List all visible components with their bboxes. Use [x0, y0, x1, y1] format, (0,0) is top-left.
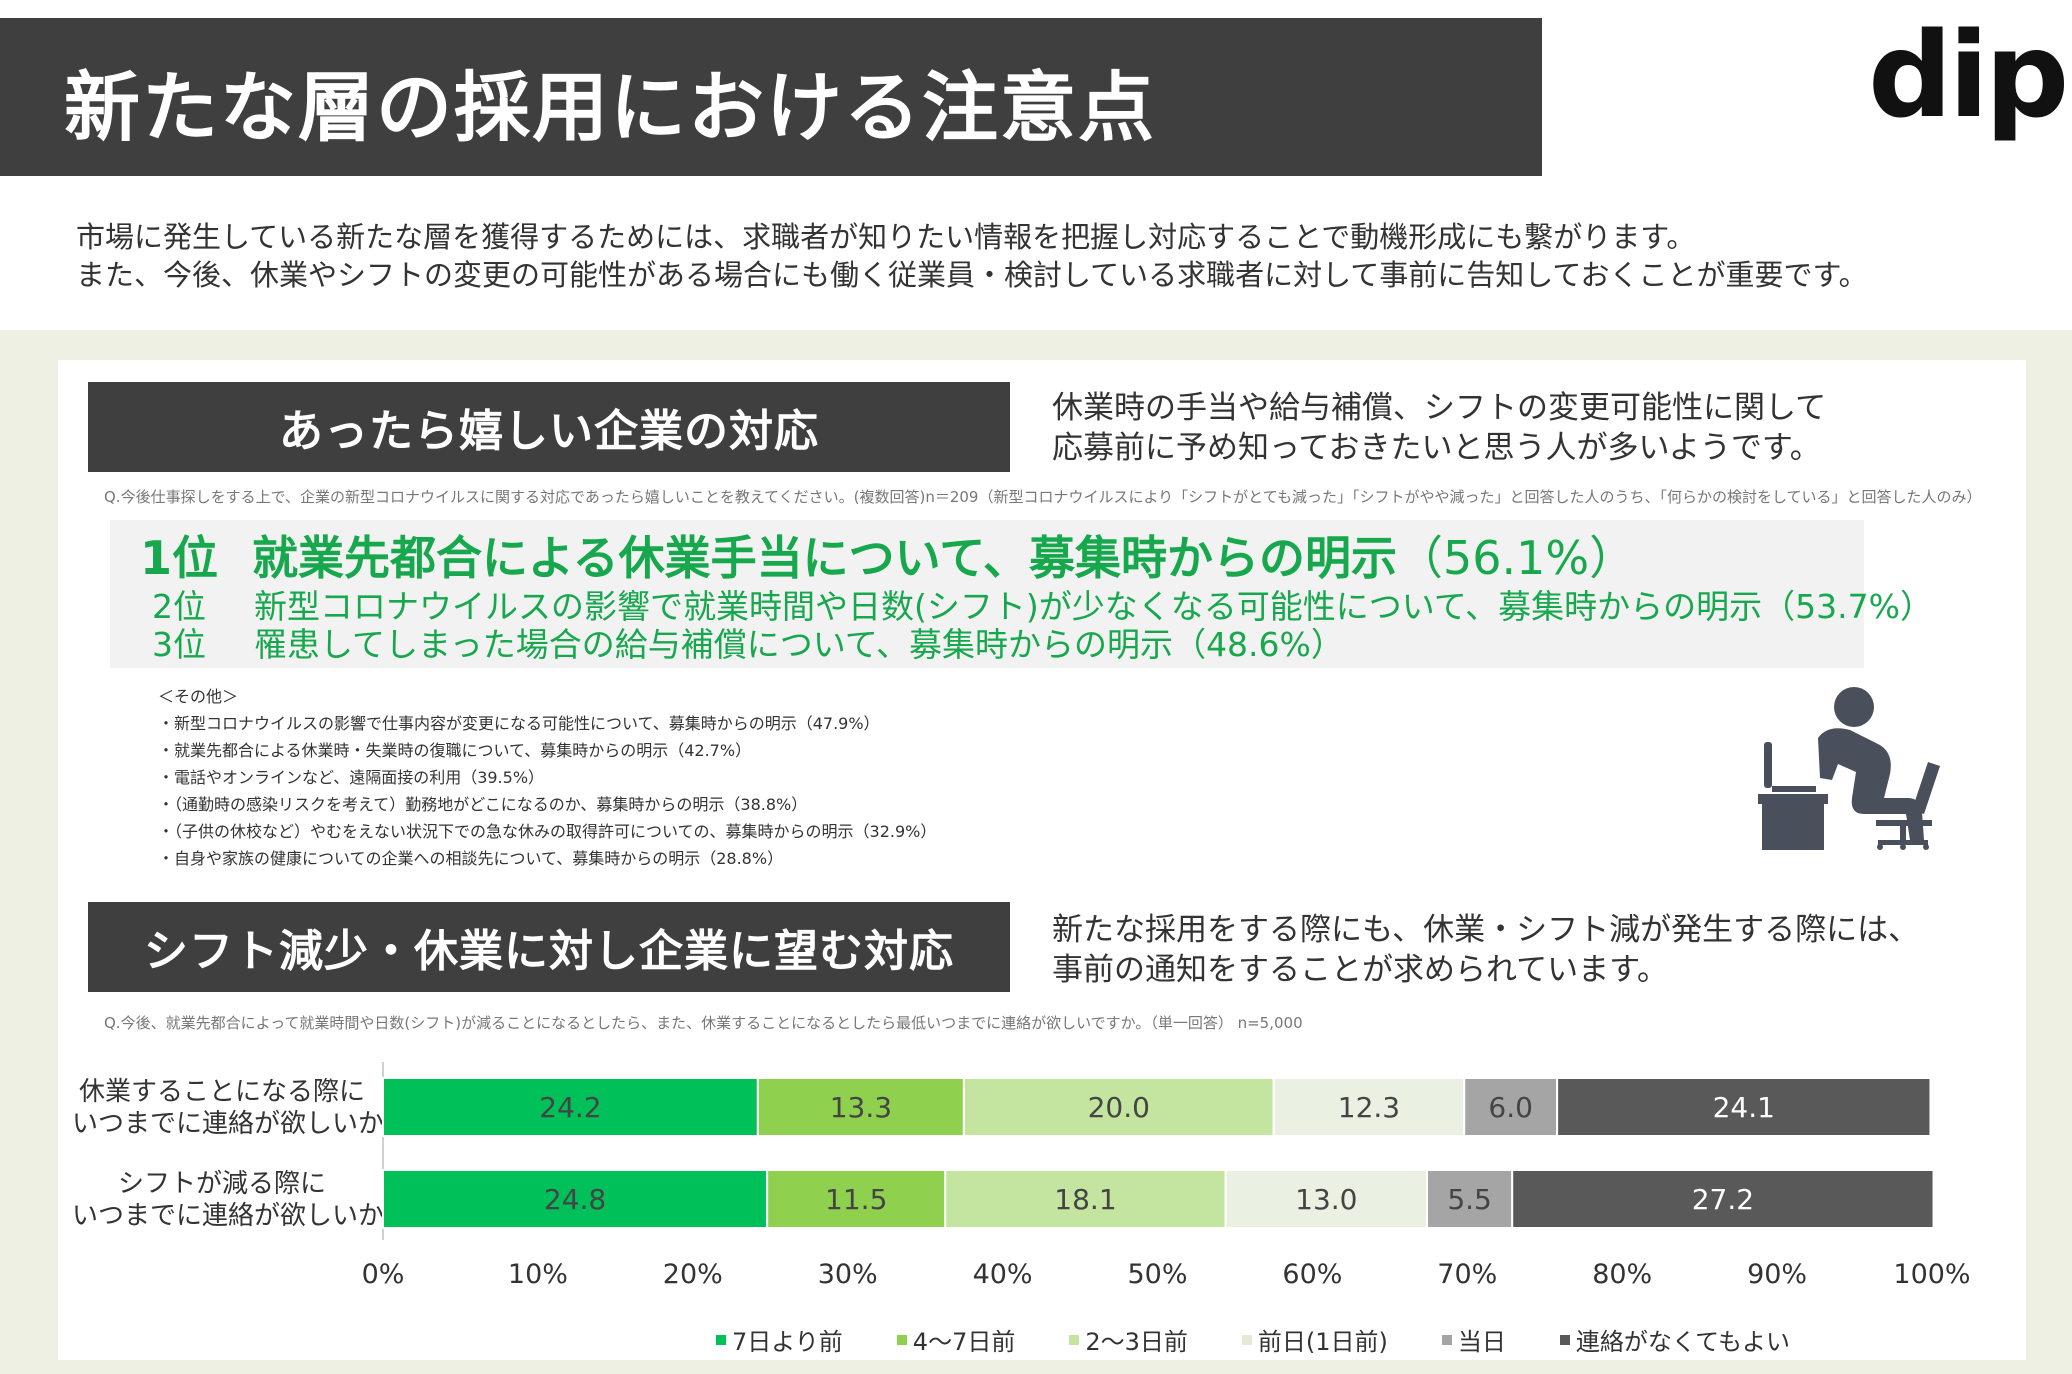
section2-note-line-1: 新たな採用をする際にも、休業・シフト減が発生する際には、 — [1052, 912, 1920, 948]
bar-segment — [1272, 1077, 1466, 1137]
rank-1: 1位 就業先都合による休業手当について、募集時からの明示（56.1%） — [140, 522, 1635, 588]
legend-swatch — [1069, 1334, 1080, 1345]
legend-label: 2～3日前 — [1085, 1328, 1188, 1356]
intro-line-1: 市場に発生している新たな層を獲得するためには、求職者が知りたい情報を把握し対応す… — [76, 220, 1696, 254]
category-2-line-2: いつまでに連絡が欲しいか — [72, 1201, 385, 1231]
rank-1-percent: （56.1%） — [1396, 531, 1636, 585]
bar-value-label: 11.5 — [825, 1183, 887, 1216]
bar-value-label: 27.2 — [1692, 1183, 1754, 1216]
bar-value-label: 5.5 — [1447, 1183, 1492, 1216]
bar-segment — [1224, 1169, 1429, 1229]
chart-category-label-1: 休業することになる際に いつまでに連絡が欲しいか — [72, 1076, 385, 1140]
legend-swatch — [1441, 1334, 1452, 1345]
section1-note-line-1: 休業時の手当や給与補償、シフトの変更可能性に関して — [1052, 390, 1827, 426]
others-item: ・（子供の休校など）やむをえない状況下での急な休みの取得許可についての、募集時か… — [158, 822, 937, 841]
section2-title: シフト減少・休業に対し企業に望む対応 — [88, 902, 1010, 992]
legend-label: 当日 — [1457, 1328, 1506, 1356]
dip-logo: dip — [1868, 6, 2069, 144]
legend-label: 7日より前 — [732, 1328, 843, 1356]
rank-2-number: 2位 — [152, 587, 206, 626]
bar-value-label: 24.2 — [539, 1091, 601, 1124]
legend-swatch — [1559, 1334, 1570, 1345]
rank-3-text: 罹患してしまった場合の給与補償について、募集時からの明示 — [254, 625, 1174, 664]
x-tick-label: 10% — [508, 1259, 568, 1290]
category-1-line-2: いつまでに連絡が欲しいか — [72, 1109, 385, 1139]
bar-value-label: 12.3 — [1338, 1091, 1400, 1124]
legend-item: 7日より前 — [716, 1322, 843, 1357]
intro-text: 市場に発生している新たな層を獲得するためには、求職者が知りたい情報を把握し対応す… — [76, 218, 1868, 294]
bar-segment — [382, 1169, 769, 1229]
person-at-desk-icon — [1758, 687, 1940, 850]
bar-value-label: 24.1 — [1713, 1091, 1775, 1124]
bar-value-label: 13.0 — [1295, 1183, 1357, 1216]
x-tick-label: 20% — [663, 1259, 723, 1290]
legend-item: 2～3日前 — [1069, 1322, 1188, 1357]
x-tick-label: 70% — [1437, 1259, 1497, 1290]
intro-line-2: また、今後、休業やシフトの変更の可能性がある場合にも働く従業員・検討している求職… — [76, 258, 1868, 292]
legend-swatch — [1241, 1334, 1252, 1345]
x-tick-label: 100% — [1893, 1259, 1970, 1290]
x-tick-label: 60% — [1282, 1259, 1342, 1290]
x-tick-label: 40% — [973, 1259, 1033, 1290]
bar-segment — [1463, 1077, 1559, 1137]
bar-value-label: 24.8 — [544, 1183, 606, 1216]
others-item: ・新型コロナウイルスの影響で仕事内容が変更になる可能性について、募集時からの明示… — [158, 714, 880, 733]
others-item: ・（通勤時の感染リスクを考えて）勤務地がどこになるのか、募集時からの明示（38.… — [158, 795, 808, 814]
bar-segment — [756, 1077, 965, 1137]
bar-segment — [1426, 1169, 1514, 1229]
rank-2-percent: （53.7%） — [1762, 587, 1933, 626]
bar-value-label: 13.3 — [830, 1091, 892, 1124]
bar-value-label: 20.0 — [1088, 1091, 1150, 1124]
bar-segment — [1511, 1169, 1935, 1229]
section2-note-line-2: 事前の通知をすることが求められています。 — [1052, 952, 1668, 988]
bar-segment — [382, 1077, 759, 1137]
legend-label: 前日(1日前) — [1257, 1328, 1388, 1356]
rank-3: 3位 罹患してしまった場合の給与補償について、募集時からの明示（48.6%） — [152, 618, 1344, 666]
others-item: ・就業先都合による休業時・失業時の復職について、募集時からの明示（42.7%） — [158, 741, 752, 760]
rank-2-text: 新型コロナウイルスの影響で就業時間や日数(シフト)が少なくなる可能性について、募… — [254, 587, 1763, 626]
page-title: 新たな層の採用における注意点 — [64, 63, 1156, 152]
others-item: ・電話やオンラインなど、遠隔面接の利用（39.5%） — [158, 768, 545, 787]
title-bar: 新たな層の採用における注意点 — [0, 18, 1542, 176]
bar-segment — [944, 1169, 1227, 1229]
chart-category-label-2: シフトが減る際に いつまでに連絡が欲しいか — [72, 1168, 385, 1232]
rank-3-number: 3位 — [152, 625, 206, 664]
bar-value-label: 18.1 — [1054, 1183, 1116, 1216]
others-heading: ＜その他＞ — [158, 687, 239, 706]
ranking-box — [110, 520, 1864, 668]
legend-item: 当日 — [1441, 1322, 1506, 1357]
x-tick-label: 50% — [1127, 1259, 1187, 1290]
x-tick-label: 80% — [1592, 1259, 1652, 1290]
chart-legend: 7日より前 4～7日前 2～3日前 前日(1日前) 当日 連絡がなくてもよい — [716, 1322, 1844, 1357]
legend-swatch — [716, 1334, 726, 1345]
legend-label: 連絡がなくてもよい — [1575, 1328, 1790, 1356]
section1-note-line-2: 応募前に予め知っておきたいと思う人が多いようです。 — [1052, 430, 1821, 466]
legend-label: 4～7日前 — [912, 1328, 1016, 1356]
x-tick-label: 90% — [1747, 1259, 1807, 1290]
legend-swatch — [896, 1334, 907, 1345]
rank-3-percent: （48.6%） — [1173, 625, 1344, 664]
section2-question: Q.今後、就業先都合によって就業時間や日数(シフト)が減ることになるとしたら、ま… — [104, 1014, 1303, 1032]
category-2-line-1: シフトが減る際に — [117, 1169, 326, 1199]
others-list: ＜その他＞ ・新型コロナウイルスの影響で仕事内容が変更になる可能性について、募集… — [158, 683, 936, 872]
section1-note: 休業時の手当や給与補償、シフトの変更可能性に関して 応募前に予め知っておきたいと… — [1052, 388, 1826, 468]
section1-question: Q.今後仕事探しをする上で、企業の新型コロナウイルスに関する対応であったら嬉しい… — [104, 488, 1982, 506]
section1-title: あったら嬉しい企業の対応 — [88, 382, 1010, 472]
legend-item: 4～7日前 — [896, 1322, 1016, 1357]
bar-segment — [1556, 1077, 1932, 1137]
x-tick-label: 0% — [362, 1259, 405, 1290]
rank-1-number: 1位 — [140, 531, 219, 585]
rank-2: 2位 新型コロナウイルスの影響で就業時間や日数(シフト)が少なくなる可能性について… — [152, 580, 1933, 628]
section2-note: 新たな採用をする際にも、休業・シフト減が発生する際には、 事前の通知をすることが… — [1052, 910, 1919, 990]
rank-1-text: 就業先都合による休業手当について、募集時からの明示 — [252, 531, 1397, 585]
legend-item: 前日(1日前) — [1241, 1322, 1388, 1357]
others-item: ・自身や家族の健康についての企業への相談先について、募集時からの明示（28.8%… — [158, 849, 784, 868]
legend-item: 連絡がなくてもよい — [1559, 1322, 1790, 1357]
x-tick-label: 30% — [818, 1259, 878, 1290]
bar-value-label: 6.0 — [1488, 1091, 1533, 1124]
category-1-line-1: 休業することになる際に — [78, 1077, 365, 1107]
